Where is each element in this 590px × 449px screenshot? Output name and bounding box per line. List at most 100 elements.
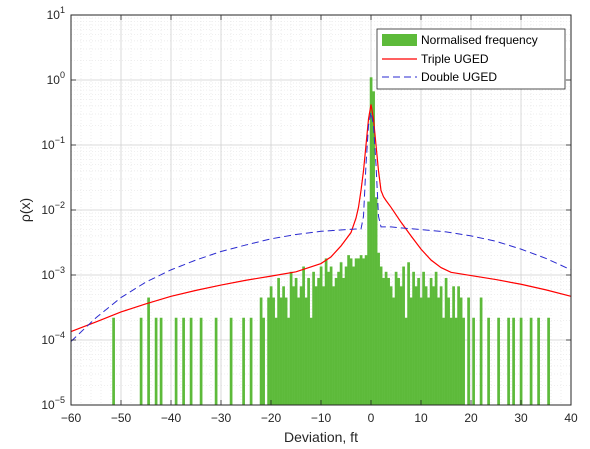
x-tick-label: 0 bbox=[368, 411, 375, 425]
histogram-bar bbox=[322, 286, 325, 405]
histogram-bar bbox=[319, 266, 323, 405]
histogram-bar bbox=[354, 258, 358, 405]
x-tick-label: −40 bbox=[161, 411, 182, 425]
legend-label-triple: Triple UGED bbox=[421, 52, 489, 66]
histogram-bar bbox=[444, 277, 448, 405]
histogram-bar bbox=[112, 317, 115, 405]
histogram-bar bbox=[334, 277, 338, 405]
histogram-bar bbox=[409, 297, 413, 405]
histogram-bar bbox=[419, 297, 423, 405]
histogram-bar bbox=[289, 271, 293, 405]
x-tick-label: −30 bbox=[211, 411, 232, 425]
histogram-bar bbox=[417, 277, 420, 405]
histogram-bar bbox=[389, 286, 393, 405]
y-tick-label: 10−5 bbox=[41, 395, 65, 412]
histogram-bar bbox=[147, 297, 150, 405]
histogram-bar bbox=[547, 317, 550, 405]
histogram-bar bbox=[277, 277, 280, 405]
model-curves bbox=[70, 104, 572, 342]
histogram-bar bbox=[457, 286, 460, 405]
y-tick-label: 101 bbox=[47, 5, 65, 22]
histogram-bar bbox=[269, 286, 273, 405]
histogram-bar bbox=[189, 317, 193, 405]
y-tick-label: 10−3 bbox=[41, 265, 65, 282]
histogram-bar bbox=[287, 317, 290, 405]
histogram-bar bbox=[529, 317, 533, 405]
histogram-bar bbox=[352, 266, 355, 405]
histogram-bar bbox=[307, 277, 310, 405]
histogram-bar bbox=[454, 317, 458, 405]
histogram-bar bbox=[299, 286, 303, 405]
histogram-bar bbox=[312, 271, 315, 405]
y-axis-label: ρ(x) bbox=[17, 198, 33, 222]
histogram-bar bbox=[452, 286, 455, 405]
histogram-bar bbox=[439, 286, 443, 405]
histogram-bar bbox=[262, 317, 265, 405]
y-tick-label: 10−1 bbox=[41, 135, 65, 152]
histogram-bar bbox=[302, 266, 305, 405]
histogram-bar bbox=[327, 271, 330, 405]
histogram-bar bbox=[304, 297, 308, 405]
histogram-bar bbox=[279, 297, 283, 405]
histogram-bar bbox=[174, 317, 178, 405]
histogram-bar bbox=[342, 277, 345, 405]
histogram-bar bbox=[317, 277, 320, 405]
histogram-bar bbox=[372, 91, 375, 405]
x-tick-label: 10 bbox=[414, 411, 428, 425]
histogram-bar bbox=[357, 258, 360, 405]
histogram-bar bbox=[329, 266, 333, 405]
histogram-bar bbox=[472, 317, 475, 405]
histogram-bar bbox=[447, 297, 450, 405]
histogram-bar bbox=[449, 317, 453, 405]
y-tick-label: 10−2 bbox=[41, 200, 65, 217]
histogram-bar bbox=[479, 297, 483, 405]
histogram-bar bbox=[432, 286, 435, 405]
x-tick-label: −10 bbox=[311, 411, 332, 425]
legend: Normalised frequency Triple UGED Double … bbox=[376, 28, 566, 90]
histogram-bar bbox=[274, 317, 278, 405]
x-tick-label: −60 bbox=[61, 411, 82, 425]
x-tick-label: −50 bbox=[111, 411, 132, 425]
histogram-bar bbox=[139, 317, 143, 405]
histogram-bar bbox=[497, 317, 500, 405]
histogram-bar bbox=[297, 297, 300, 405]
x-tick-label: −20 bbox=[261, 411, 282, 425]
histogram-bar bbox=[459, 297, 463, 405]
histogram-bar bbox=[537, 317, 540, 405]
histogram-bar bbox=[407, 262, 410, 405]
histogram-bar bbox=[242, 317, 245, 405]
histogram-bar bbox=[294, 277, 298, 405]
histogram-bar bbox=[434, 271, 438, 405]
histogram-bar bbox=[387, 277, 390, 405]
histogram-bar bbox=[344, 266, 348, 405]
histogram-bar bbox=[369, 77, 373, 405]
histogram-bar bbox=[229, 317, 233, 405]
histogram-bar bbox=[429, 277, 433, 405]
histogram-bar bbox=[397, 277, 400, 405]
histogram-bar bbox=[414, 286, 418, 405]
axis-ticks: −60 −50 −40 −30 −20 −10 0 10 20 30 40 101 100 10−1 10−… bbox=[41, 5, 578, 425]
histogram-bar bbox=[374, 197, 378, 405]
histogram-bar bbox=[249, 317, 253, 405]
histogram-bar bbox=[362, 258, 365, 405]
histogram-bar bbox=[259, 297, 263, 405]
histogram-bar bbox=[519, 317, 523, 405]
double-uged-line bbox=[70, 112, 572, 342]
x-axis-label: Deviation, ft bbox=[284, 429, 358, 445]
histogram-bar bbox=[214, 317, 218, 405]
histogram-bar bbox=[337, 271, 340, 405]
histogram-bar bbox=[377, 252, 380, 405]
histogram-bar bbox=[154, 317, 158, 405]
histogram-bar bbox=[394, 271, 398, 405]
histogram-bar bbox=[462, 317, 465, 405]
histogram-bar bbox=[182, 317, 185, 405]
x-tick-label: 40 bbox=[564, 411, 578, 425]
x-tick-label: 30 bbox=[514, 411, 528, 425]
histogram-bar bbox=[507, 317, 510, 405]
histogram-bar bbox=[404, 317, 408, 405]
histogram-bar bbox=[384, 271, 388, 405]
legend-label-histogram: Normalised frequency bbox=[421, 33, 538, 47]
legend-swatch-histogram bbox=[382, 34, 417, 46]
histogram-bar bbox=[424, 286, 428, 405]
